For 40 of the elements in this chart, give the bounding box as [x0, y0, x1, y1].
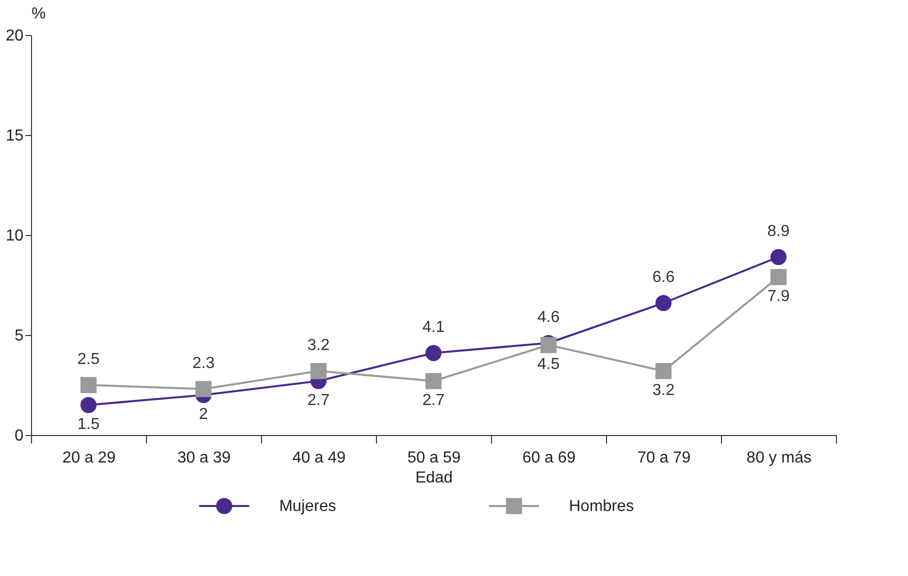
point — [425, 372, 442, 390]
point — [770, 248, 787, 266]
data-label: 7.9 — [767, 288, 790, 305]
data-label: 4.5 — [537, 356, 560, 373]
y-axis-title: % — [32, 6, 46, 22]
y-tick-label: 5 — [14, 328, 24, 344]
x-tick-label: 30 a 39 — [177, 450, 231, 466]
y-tick-label: 10 — [6, 228, 24, 244]
point — [80, 376, 97, 394]
data-label: 2.7 — [422, 392, 445, 409]
point — [425, 344, 442, 362]
data-label: 3.2 — [652, 382, 675, 399]
x-tick-label: 80 y más — [746, 450, 812, 466]
data-label: 3.2 — [307, 337, 330, 354]
x-axis-title: Edad — [415, 470, 453, 486]
point — [770, 268, 787, 286]
data-label: 2.3 — [192, 355, 215, 372]
legend-label: Mujeres — [279, 498, 336, 515]
y-tick-label: 20 — [6, 28, 24, 44]
data-label: 2.7 — [307, 392, 330, 409]
data-label: 1.5 — [77, 416, 100, 433]
data-label: 2.5 — [77, 351, 100, 368]
x-tick-label: 40 a 49 — [292, 450, 346, 466]
y-tick-label: 0 — [14, 428, 24, 444]
data-label: 6.6 — [652, 269, 675, 286]
point — [310, 362, 327, 380]
point — [195, 380, 212, 398]
point — [80, 396, 97, 414]
data-label: 2 — [199, 406, 208, 423]
point — [655, 362, 672, 380]
data-label: 4.1 — [422, 319, 445, 336]
x-tick-label: 70 a 79 — [637, 450, 691, 466]
data-label: 8.9 — [767, 223, 790, 240]
y-tick-label: 15 — [6, 128, 24, 144]
x-tick-label: 60 a 69 — [522, 450, 576, 466]
data-label: 4.6 — [537, 309, 560, 326]
x-tick-label: 20 a 29 — [62, 450, 116, 466]
legend-label: Hombres — [569, 498, 634, 515]
x-tick-label: 50 a 59 — [407, 450, 461, 466]
point — [655, 294, 672, 312]
